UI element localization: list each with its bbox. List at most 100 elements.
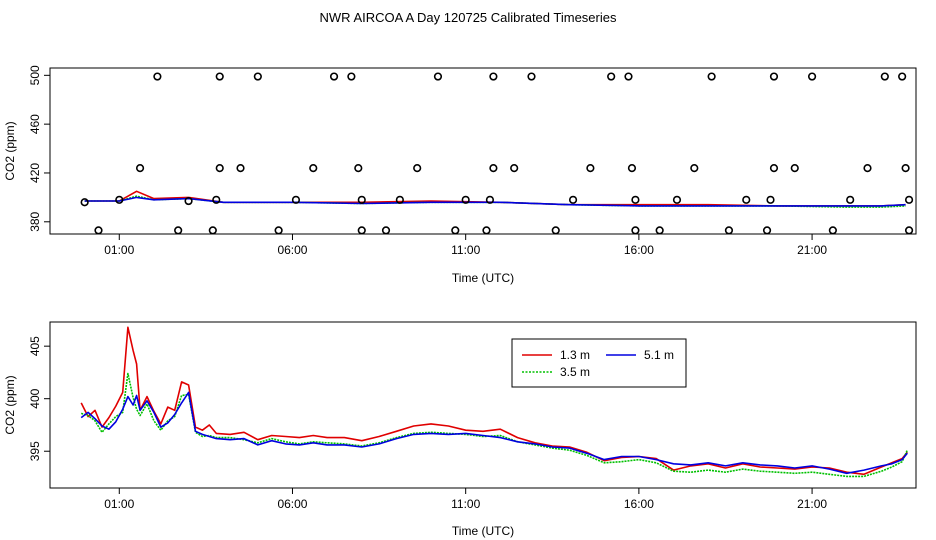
- calibration-point: [527, 72, 536, 81]
- calibration-point: [880, 72, 889, 81]
- calibration-point: [790, 163, 799, 173]
- plot1-series-lines: [84, 190, 906, 208]
- calibration-point: [762, 226, 772, 235]
- calibration-point: [707, 72, 716, 81]
- profile-panel: 395 400 405 01:00 06:00 11:00 16:00 21:00 Time…: [3, 321, 917, 538]
- calibration-point: [766, 195, 775, 204]
- x-tick-label: 16:00: [624, 243, 654, 257]
- x-tick-label: 06:00: [277, 243, 307, 257]
- calibration-point: [846, 195, 855, 204]
- calibration-point: [624, 72, 633, 81]
- calibration-point: [208, 226, 217, 235]
- calibration-point: [357, 195, 366, 204]
- calibration-point: [274, 226, 283, 235]
- plot1-frame: [49, 67, 917, 235]
- calibration-point: [898, 72, 907, 81]
- calibration-point: [607, 72, 616, 81]
- calibration-point: [672, 195, 682, 204]
- plot1-x-ticks: 01:00 06:00 11:00 16:00 21:00: [104, 234, 827, 257]
- y-tick-label: 395: [28, 441, 42, 461]
- calibration-point: [863, 163, 872, 173]
- series-line-1-3m: [80, 326, 908, 476]
- calibration-point: [236, 163, 245, 173]
- x-tick-label: 11:00: [451, 497, 480, 511]
- x-tick-label: 21:00: [797, 497, 827, 511]
- calibration-point: [80, 198, 89, 207]
- plot1-y-ticks: 380 420 460 500: [28, 65, 50, 232]
- calibration-point: [329, 72, 339, 81]
- calibration-point: [489, 72, 498, 81]
- calibration-point: [215, 72, 224, 81]
- calibration-point: [115, 195, 124, 204]
- calibration-point: [433, 72, 443, 81]
- legend-label-5-1m: 5.1 m: [644, 348, 674, 362]
- calibration-point: [655, 226, 664, 235]
- calibration-point: [631, 195, 640, 204]
- calibration-point: [742, 195, 751, 204]
- plot2-x-ticks: 01:00 06:00 11:00 16:00 21:00: [104, 488, 827, 511]
- calibration-point: [212, 195, 221, 204]
- series-line-1-3m: [84, 190, 906, 207]
- calibration-point: [724, 226, 734, 235]
- calibration-point: [135, 163, 145, 173]
- y-tick-label: 405: [28, 336, 42, 356]
- y-tick-label: 420: [28, 163, 42, 183]
- calibration-point: [551, 226, 560, 235]
- calibration-point: [354, 163, 363, 173]
- series-line-3-5m: [80, 372, 909, 478]
- calibration-point: [153, 72, 162, 81]
- calibration-point: [413, 163, 422, 173]
- calibration-point: [357, 226, 366, 235]
- calibrated-panel: 380 420 460 500 01:00 06:00 11:00 16:00 21:00 T…: [3, 65, 917, 285]
- x-tick-label: 11:00: [451, 243, 480, 257]
- calibration-point: [174, 226, 183, 235]
- series-line-5-1m: [80, 391, 908, 475]
- figure-title: NWR AIRCOA A Day 120725 Calibrated Times…: [320, 10, 617, 25]
- calibration-point: [828, 226, 837, 235]
- calibration-point: [631, 226, 640, 235]
- plot2-frame: [49, 321, 917, 489]
- calibration-point: [347, 72, 356, 81]
- calibration-point: [184, 196, 193, 206]
- calibration-point: [627, 163, 637, 173]
- calibration-point: [485, 195, 495, 204]
- x-tick-label: 01:00: [104, 497, 134, 511]
- y-tick-label: 500: [28, 65, 42, 85]
- plot2-series-lines: [80, 326, 909, 478]
- calibration-point: [309, 163, 318, 173]
- plot1-calibration-points: [80, 72, 914, 235]
- calibration-point: [451, 226, 460, 235]
- y-tick-label: 460: [28, 114, 42, 134]
- calibration-point: [291, 195, 301, 204]
- calibration-point: [769, 72, 779, 81]
- calibration-point: [568, 195, 578, 204]
- calibration-point: [904, 195, 914, 204]
- calibration-point: [215, 163, 224, 173]
- x-tick-label: 16:00: [624, 497, 654, 511]
- y-tick-label: 400: [28, 388, 42, 408]
- calibration-point: [253, 72, 262, 81]
- x-tick-label: 06:00: [277, 497, 307, 511]
- legend: 1.3 m 5.1 m 3.5 m: [511, 338, 687, 388]
- plot1-x-axis-label: Time (UTC): [452, 271, 514, 285]
- plot2-y-axis-label: CO2 (ppm): [3, 375, 17, 434]
- calibration-point: [586, 163, 595, 173]
- calibration-point: [395, 195, 404, 204]
- x-tick-label: 01:00: [104, 243, 134, 257]
- calibration-point: [690, 163, 699, 173]
- legend-box: [511, 338, 687, 388]
- series-line-5-1m: [84, 196, 906, 207]
- calibration-point: [489, 163, 498, 173]
- calibration-point: [94, 226, 103, 235]
- calibration-point: [769, 163, 779, 173]
- calibration-point: [807, 72, 817, 81]
- calibration-point: [482, 226, 491, 235]
- legend-label-3-5m: 3.5 m: [560, 365, 590, 379]
- x-tick-label: 21:00: [797, 243, 827, 257]
- calibration-point: [381, 226, 391, 235]
- plot2-x-axis-label: Time (UTC): [452, 524, 514, 538]
- calibration-point: [904, 226, 914, 235]
- calibration-point: [901, 163, 910, 173]
- legend-label-1-3m: 1.3 m: [560, 348, 590, 362]
